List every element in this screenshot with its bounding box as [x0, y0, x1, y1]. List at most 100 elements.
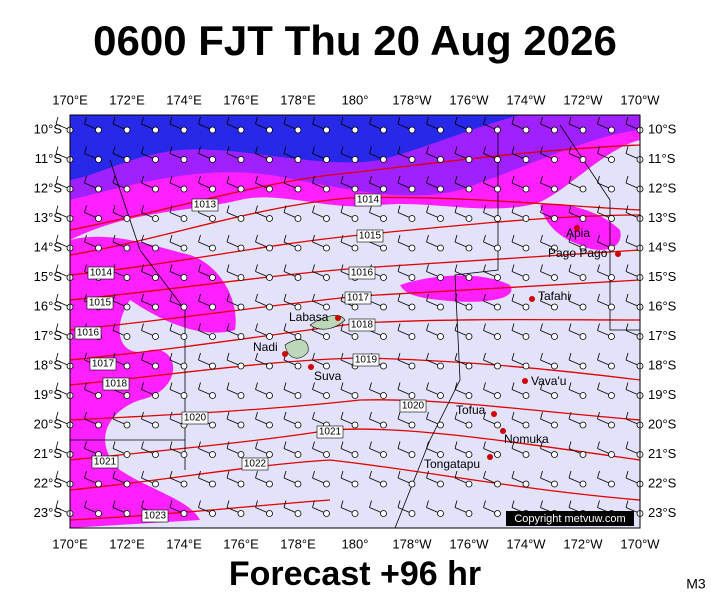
barb-station — [608, 185, 615, 193]
barb-station — [551, 274, 558, 281]
barb-flag — [454, 411, 458, 420]
barb-station — [323, 510, 330, 517]
wind-barb — [426, 500, 444, 517]
wind-barb — [112, 234, 131, 252]
barb-flag — [312, 116, 315, 125]
wind-barb — [198, 116, 216, 134]
barb-station — [494, 215, 501, 222]
barb-flag — [283, 293, 287, 302]
wind-barb — [283, 116, 302, 134]
barb-station — [180, 244, 188, 252]
barb-flag — [226, 146, 230, 154]
barb-station — [123, 392, 131, 399]
barb-station — [294, 215, 302, 222]
barb-flag — [426, 264, 429, 272]
barb-flag — [283, 382, 287, 390]
wind-barb — [84, 146, 102, 163]
barb-flag — [226, 500, 230, 508]
barb-flag — [625, 116, 629, 125]
footer: Forecast +96 hr — [229, 555, 481, 593]
wind-barb — [84, 175, 102, 193]
wind-zone — [540, 203, 621, 250]
barb-station — [152, 215, 159, 222]
wind-barb — [511, 116, 530, 134]
barb-station — [209, 185, 216, 193]
wind-barb — [426, 293, 444, 311]
wind-barb — [198, 264, 216, 281]
wind-barb — [568, 323, 587, 340]
barb-station — [408, 215, 416, 222]
isobar-label: 1016 — [77, 328, 100, 339]
barb-station — [437, 185, 444, 193]
barb-flag — [340, 293, 344, 302]
barb-flag — [169, 411, 173, 420]
barb-station — [95, 510, 102, 517]
barb-station — [579, 215, 587, 222]
barb-flag — [511, 352, 515, 361]
barb-flag — [112, 293, 116, 302]
barb-station — [152, 421, 159, 429]
barb-station — [408, 185, 416, 193]
barb-flag — [55, 234, 59, 243]
barb-flag — [340, 323, 344, 331]
barb-flag — [312, 175, 315, 184]
wind-barb — [426, 234, 444, 252]
wind-barb — [312, 146, 330, 163]
barb-station — [294, 244, 302, 252]
barb-station — [237, 451, 245, 458]
barb-flag — [625, 264, 629, 272]
wind-barb — [169, 116, 188, 134]
barb-station — [294, 156, 302, 163]
barb-flag — [369, 382, 372, 390]
wind-barb — [283, 470, 302, 488]
lat-label-right: 17°S — [648, 328, 677, 343]
wind-barb — [511, 352, 530, 370]
barb-station — [380, 510, 387, 517]
barb-flag — [511, 470, 515, 479]
barb-flag — [397, 470, 401, 479]
lat-label-left: 19°S — [34, 387, 63, 402]
wind-barb — [483, 323, 501, 340]
barb-flag — [597, 323, 600, 331]
barb-flag — [369, 411, 372, 420]
barb-station — [551, 244, 558, 252]
barb-flag — [625, 500, 629, 508]
wind-barb — [169, 352, 188, 370]
wind-barb — [226, 234, 245, 252]
barb-flag — [255, 470, 258, 479]
barb-flag — [55, 352, 59, 361]
wind-barb — [226, 146, 245, 163]
copyright-box — [506, 511, 634, 526]
barb-station — [294, 510, 302, 517]
barb-station — [123, 215, 131, 222]
barb-flag — [625, 441, 629, 449]
barb-station — [294, 185, 302, 193]
barb-flag — [255, 175, 258, 184]
isobar-label: 1015 — [359, 231, 382, 242]
wind-zone — [70, 236, 236, 528]
barb-station — [465, 126, 473, 134]
barb-flag — [540, 441, 543, 449]
barb-station — [266, 510, 273, 517]
lat-label-right: 15°S — [648, 269, 677, 284]
barb-station — [180, 451, 188, 458]
barb-station — [465, 274, 473, 281]
wind-barb — [340, 205, 359, 222]
wind-barb — [454, 470, 473, 488]
barb-station — [294, 392, 302, 399]
lat-label-left: 12°S — [34, 180, 63, 195]
barb-station — [294, 333, 302, 340]
wind-barb — [426, 175, 444, 193]
wind-barb — [511, 205, 530, 222]
isobar-label: 1020 — [402, 401, 425, 412]
barb-flag — [426, 175, 429, 184]
copyright: Copyright metvuw.com — [514, 513, 625, 525]
wind-barb — [112, 500, 131, 517]
barb-flag — [340, 116, 344, 125]
barb-flag — [568, 441, 572, 449]
barb-flag — [568, 500, 572, 508]
isobar-label: 1017 — [347, 293, 370, 304]
barb-station — [551, 362, 558, 370]
wind-barb — [198, 441, 216, 458]
wind-barb — [426, 441, 444, 458]
